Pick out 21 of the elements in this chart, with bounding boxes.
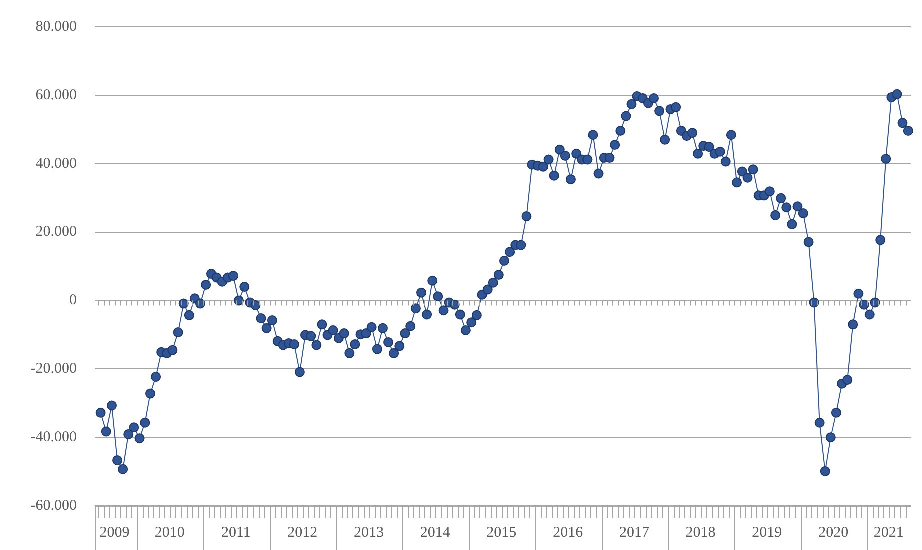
x-tick-label: 2009 (100, 524, 130, 541)
y-tick-label: 60.000 (36, 87, 77, 104)
x-tick-label: 2014 (420, 524, 451, 541)
x-tick-label: 2017 (619, 524, 650, 541)
x-tick-label: 2011 (221, 524, 251, 541)
x-tick-label: 2018 (686, 524, 716, 541)
y-tick-label: 0 (70, 292, 77, 309)
x-tick-label: 2016 (553, 524, 584, 541)
x-tick-label: 2019 (752, 524, 782, 541)
y-tick-label: -40.000 (30, 430, 77, 446)
y-tick-label: -60.000 (30, 498, 77, 514)
y-tick-label: 20.000 (36, 224, 77, 240)
x-tick-label: 2010 (154, 524, 185, 541)
x-tick-label: 2021 (874, 524, 904, 541)
y-tick-label: 40.000 (36, 156, 77, 172)
x-tick-label: 2012 (288, 524, 318, 541)
x-tick-label: 2013 (354, 524, 384, 541)
x-tick-label: 2020 (818, 524, 849, 541)
x-tick-label: 2015 (486, 524, 517, 541)
y-tick-label: 80.000 (36, 18, 77, 35)
y-tick-label: -20.000 (30, 361, 77, 378)
